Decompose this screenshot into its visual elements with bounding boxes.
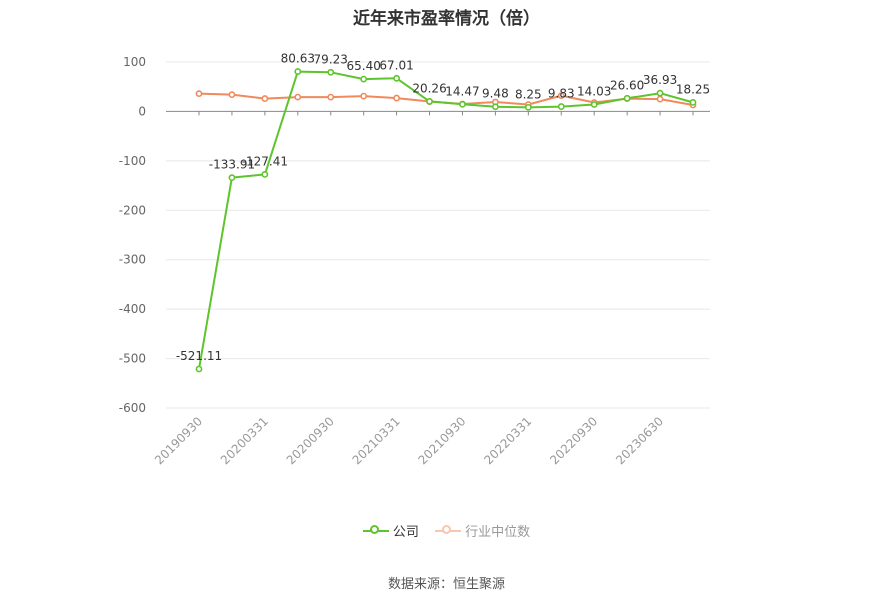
grid-lines	[166, 61, 710, 409]
company-point	[524, 103, 532, 111]
series-lines	[195, 68, 697, 373]
company-point	[294, 68, 302, 75]
legend-item-industry-median[interactable]: 行业中位数	[435, 521, 530, 540]
legend-swatch-company	[362, 524, 389, 538]
company-point	[195, 365, 203, 373]
industry-median-point	[228, 91, 236, 99]
company-point	[393, 74, 400, 82]
y-tick-label: -200	[119, 203, 146, 217]
company-point	[360, 75, 368, 83]
data-label: 14.47	[445, 84, 479, 98]
data-label: 20.26	[412, 81, 446, 95]
x-tick-label: 20210930	[415, 414, 468, 467]
data-label: 14.03	[577, 84, 611, 98]
industry-median-point	[327, 93, 335, 101]
data-label: 26.60	[610, 78, 644, 92]
industry-median-point	[360, 92, 368, 100]
x-tick-label: 20230630	[613, 414, 666, 467]
y-tick-label: -300	[119, 253, 146, 267]
data-label: 9.48	[482, 87, 509, 101]
company-point	[689, 99, 697, 106]
legend: 公司 行业中位数	[0, 521, 893, 542]
data-label: 18.25	[676, 82, 710, 96]
x-tick-label: 20210331	[350, 414, 403, 467]
industry-median-point	[656, 95, 664, 103]
company-point	[491, 103, 499, 111]
x-tick-label: 20190930	[152, 414, 205, 467]
industry-median-point	[294, 93, 302, 101]
industry-median-point	[557, 92, 565, 100]
legend-item-company[interactable]: 公司	[362, 521, 419, 540]
industry-median-point	[261, 95, 269, 102]
company-point	[557, 103, 565, 110]
data-label: 80.63	[281, 52, 315, 66]
data-label: 8.25	[515, 87, 542, 101]
source-note: 数据来源：恒生聚源	[387, 577, 505, 592]
company-point	[228, 174, 236, 182]
data-label: 67.01	[379, 58, 413, 72]
y-tick-label: 100	[123, 55, 146, 69]
company-point	[261, 171, 269, 178]
y-tick-label: -100	[119, 154, 146, 168]
company-point	[623, 94, 631, 102]
x-tick-label: 20200930	[284, 414, 337, 467]
company-line	[198, 70, 694, 370]
company-point	[590, 101, 598, 108]
data-labels: -521.11 -133.91-127.41 80.6379.2365.4067.0…	[176, 52, 710, 363]
y-tick-label: -500	[119, 352, 146, 366]
company-point	[459, 100, 466, 108]
y-tick-label: -600	[119, 401, 146, 415]
data-label: -521.11	[176, 349, 222, 363]
company-point	[426, 98, 433, 105]
legend-label-industry-median: 行业中位数	[465, 525, 531, 540]
data-label: -127.41	[242, 154, 288, 168]
x-tick-label: 20220331	[481, 414, 534, 467]
data-label: 9.83	[548, 87, 575, 101]
industry-median-point	[393, 94, 400, 102]
chart-title: 近年来市盈率情况（倍）	[353, 9, 540, 29]
legend-swatch-industry-median	[435, 524, 462, 538]
company-point	[656, 89, 664, 97]
x-tick-label: 20220930	[547, 414, 600, 467]
legend-label-company: 公司	[392, 525, 419, 540]
data-label: 79.23	[314, 52, 348, 66]
y-tick-label: -400	[119, 302, 146, 316]
y-tick-label: 0	[138, 104, 146, 118]
data-label: -133.91	[209, 158, 255, 172]
x-tick-label: 20200331	[218, 414, 271, 467]
data-label: 65.40	[346, 59, 380, 73]
industry-median-point	[195, 90, 203, 98]
data-label: 36.93	[643, 73, 677, 87]
company-point	[327, 68, 335, 76]
